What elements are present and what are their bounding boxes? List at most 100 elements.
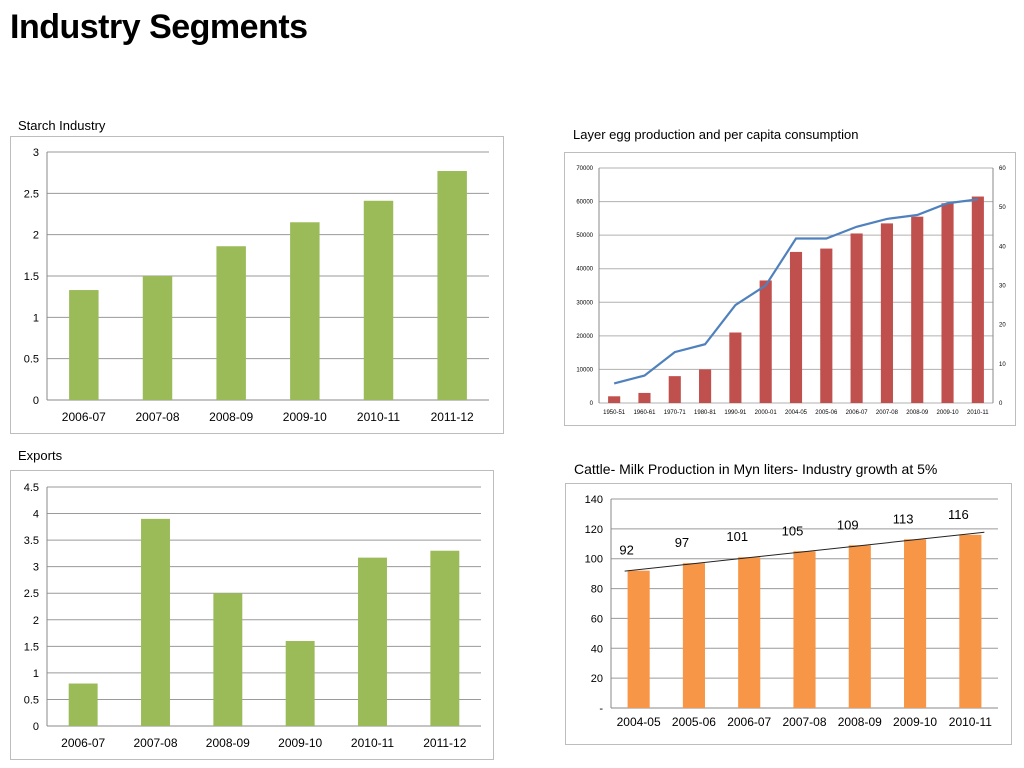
x-tick-label: 2006-07 xyxy=(846,410,869,416)
x-tick-label: 2011-12 xyxy=(423,736,466,750)
y-tick-label: 0 xyxy=(33,395,39,407)
y-tick-label: 1 xyxy=(33,312,39,324)
data-label: 116 xyxy=(948,507,969,522)
y-tick-label: 120 xyxy=(585,524,603,536)
x-tick-label: 2004-05 xyxy=(617,715,661,729)
x-tick-label: 2010-11 xyxy=(949,715,992,729)
y-tick-label: 2 xyxy=(33,615,39,627)
x-tick-label: 2005-06 xyxy=(672,715,716,729)
x-tick-label: 2007-08 xyxy=(135,410,179,424)
bar xyxy=(142,276,173,400)
y-tick-label: 2 xyxy=(33,230,39,242)
bar xyxy=(638,392,651,403)
exports-chart-title: Exports xyxy=(18,448,63,463)
y-tick-label: 3 xyxy=(33,147,39,159)
bar xyxy=(959,534,982,708)
y-tick-label: 80 xyxy=(591,584,603,596)
y-tick-label: 140 xyxy=(585,494,603,506)
bar xyxy=(971,196,984,403)
bar xyxy=(213,593,243,726)
x-tick-label: 2010-11 xyxy=(351,736,394,750)
x-tick-label: 2008-09 xyxy=(838,715,882,729)
milk-chart-title: Cattle- Milk Production in Myn liters- I… xyxy=(574,461,938,477)
bar xyxy=(880,223,893,403)
bar xyxy=(216,246,246,400)
y2-tick-label: 40 xyxy=(999,244,1006,250)
y-tick-label: 60000 xyxy=(576,200,593,206)
x-tick-label: 2006-07 xyxy=(61,736,105,750)
data-label: 105 xyxy=(782,523,804,538)
x-tick-label: 2010-11 xyxy=(967,410,989,416)
bar xyxy=(941,203,954,403)
bar xyxy=(668,376,681,403)
bar xyxy=(363,200,394,400)
bar xyxy=(437,171,467,400)
bar xyxy=(290,222,320,400)
data-label: 109 xyxy=(837,517,859,532)
bar xyxy=(68,683,98,726)
data-label: 101 xyxy=(726,529,748,544)
starch-chart: 0 0.5 1 1.5 2 2.5 3 2006-07 2007-08 2008-09 2009-1… xyxy=(10,136,504,434)
y-tick-label: 70000 xyxy=(576,166,593,172)
data-label: 97 xyxy=(675,535,689,550)
bar xyxy=(627,570,650,708)
egg-chart: 0 10000 20000 30000 40000 50000 60000 70000 0 10 2… xyxy=(564,152,1016,426)
x-tick-label: 1970-71 xyxy=(664,410,687,416)
y2-tick-label: 10 xyxy=(999,362,1006,368)
y-tick-label: 3 xyxy=(33,562,39,574)
bar xyxy=(793,551,816,708)
y-tick-label: 3.5 xyxy=(24,535,39,547)
bar xyxy=(911,216,924,403)
bar xyxy=(759,280,772,403)
x-tick-label: 1980-81 xyxy=(694,410,717,416)
y-tick-label: 1.5 xyxy=(24,271,39,283)
y2-tick-label: 60 xyxy=(999,166,1006,172)
bar xyxy=(729,332,742,403)
consumption-line xyxy=(613,198,978,385)
y-tick-label: 30000 xyxy=(576,300,593,306)
x-tick-label: 1990-91 xyxy=(724,410,747,416)
bar xyxy=(682,563,705,708)
y-tick-label: 0 xyxy=(590,401,594,407)
bar xyxy=(608,396,621,403)
y2-tick-label: 20 xyxy=(999,323,1006,329)
x-tick-label: 2009-10 xyxy=(283,410,327,424)
egg-chart-title: Layer egg production and per capita cons… xyxy=(573,127,859,142)
egg-chart-svg: 0 10000 20000 30000 40000 50000 60000 70000 0 10 2… xyxy=(576,166,1006,416)
bar xyxy=(699,369,712,403)
x-tick-label: 2009-10 xyxy=(937,410,960,416)
x-tick-label: 2010-11 xyxy=(357,410,400,424)
y-tick-label: 40000 xyxy=(576,267,593,273)
bar xyxy=(820,248,833,403)
bar xyxy=(848,545,871,708)
y-tick-label: 0.5 xyxy=(24,694,39,706)
bar xyxy=(430,550,460,726)
y-tick-label: 4.5 xyxy=(24,482,39,494)
x-tick-label: 2009-10 xyxy=(278,736,322,750)
y2-tick-label: 0 xyxy=(999,401,1003,407)
x-tick-label: 2006-07 xyxy=(727,715,771,729)
y2-tick-label: 30 xyxy=(999,284,1006,290)
y-tick-label: 4 xyxy=(33,509,39,521)
x-tick-label: 2005-06 xyxy=(815,410,838,416)
bar xyxy=(850,233,863,403)
bar xyxy=(738,557,761,708)
x-tick-label: 2007-08 xyxy=(133,736,177,750)
data-label: 92 xyxy=(619,543,633,558)
y-tick-label: 50000 xyxy=(576,233,593,239)
y2-tick-label: 50 xyxy=(999,205,1006,211)
data-label: 113 xyxy=(893,511,914,526)
x-tick-label: 2006-07 xyxy=(62,410,106,424)
bar xyxy=(904,539,927,708)
y-tick-label: 40 xyxy=(591,643,603,655)
x-tick-label: 2008-09 xyxy=(209,410,253,424)
y-tick-label: 1 xyxy=(33,668,39,680)
x-tick-label: 2007-08 xyxy=(876,410,899,416)
exports-chart: 0 0.5 1 1.5 2 2.5 3 3.5 4 4.5 2006-07 2007-08 2008-0… xyxy=(10,470,494,760)
y-tick-label: 0 xyxy=(33,721,39,733)
x-tick-label: 2009-10 xyxy=(893,715,937,729)
bar xyxy=(789,251,803,403)
x-tick-label: 2011-12 xyxy=(431,410,474,424)
x-tick-label: 2008-09 xyxy=(906,410,929,416)
y-tick-label: 10000 xyxy=(576,367,593,373)
